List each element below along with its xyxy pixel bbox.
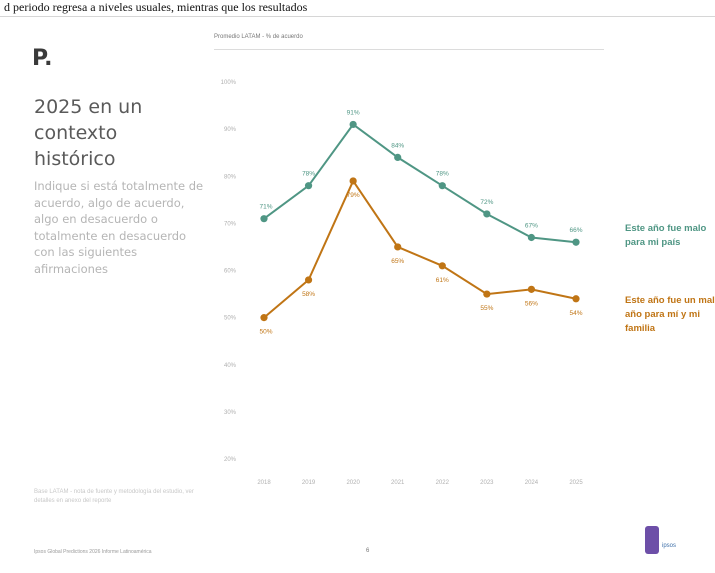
y-tick-label: 30% [224, 410, 237, 416]
data-label: 78% [302, 171, 315, 178]
y-tick-label: 100% [221, 80, 237, 86]
brand-logo: P. [32, 46, 53, 71]
data-point [304, 276, 313, 284]
top-caption: d periodo regresa a niveles usuales, mie… [4, 0, 308, 14]
data-label: 78% [436, 171, 449, 178]
y-tick-label: 50% [224, 316, 237, 322]
source-note: Base LATAM - nota de fuente y metodologí… [34, 489, 194, 504]
x-tick-label: 2021 [391, 480, 405, 486]
legend-label-series-1: Este año fue malo para mi país [625, 223, 707, 248]
data-point [483, 210, 491, 218]
x-tick-label: 2022 [436, 480, 450, 486]
data-label: 50% [259, 329, 272, 336]
x-tick-label: 2020 [346, 480, 360, 486]
x-tick-label: 2018 [257, 480, 271, 486]
data-point [394, 153, 402, 161]
data-label: 55% [480, 305, 493, 312]
legend-label-series-2: Este año fue un mal año para mí y mi fam… [625, 295, 715, 334]
company-logo: ipsos [645, 526, 691, 556]
data-point [260, 215, 268, 223]
y-tick-label: 60% [224, 269, 237, 275]
data-point [349, 177, 357, 185]
series-line-1 [263, 123, 577, 244]
question-text: Indique si está totalmente de acuerdo, a… [34, 179, 204, 276]
slide [0, 16, 715, 573]
chart-title: Promedio LATAM - % de acuerdo [214, 34, 303, 40]
y-tick-label: 70% [224, 221, 237, 227]
x-tick-label: 2019 [302, 480, 316, 486]
data-point [438, 262, 446, 270]
page-number: 6 [366, 548, 370, 554]
data-label: 67% [525, 223, 538, 230]
x-tick-label: 2023 [480, 480, 494, 486]
chart-title-rule [214, 49, 604, 50]
data-point [349, 120, 357, 129]
data-point [394, 243, 402, 251]
y-tick-label: 40% [224, 363, 237, 369]
data-point [527, 285, 536, 293]
data-label: 54% [569, 310, 582, 317]
footer-text: Ipsos Global Predictions 2026 Informe La… [34, 549, 152, 555]
y-tick-label: 90% [224, 127, 237, 133]
data-point [304, 182, 313, 190]
data-point [483, 290, 491, 298]
logo-mark-icon [645, 526, 659, 554]
data-label: 72% [480, 199, 493, 206]
data-label: 71% [259, 204, 272, 211]
data-label: 58% [302, 291, 315, 298]
y-tick-label: 20% [224, 457, 237, 463]
data-point [572, 238, 580, 246]
data-point [438, 182, 446, 190]
data-label: 61% [436, 277, 449, 284]
data-point [572, 295, 580, 303]
data-label: 56% [525, 300, 538, 307]
x-tick-label: 2024 [525, 480, 539, 486]
logo-text: ipsos [662, 543, 677, 549]
data-point [260, 314, 268, 322]
data-label: 91% [347, 109, 360, 116]
data-label: 84% [391, 142, 404, 149]
y-tick-label: 80% [224, 174, 237, 180]
data-point [527, 233, 536, 242]
data-label: 65% [391, 258, 404, 265]
x-tick-label: 2025 [569, 480, 583, 486]
series-line-2 [263, 178, 577, 319]
section-title: 2025 en un contexto histórico [34, 96, 143, 170]
data-label: 79% [347, 192, 360, 199]
data-label: 66% [569, 227, 582, 234]
